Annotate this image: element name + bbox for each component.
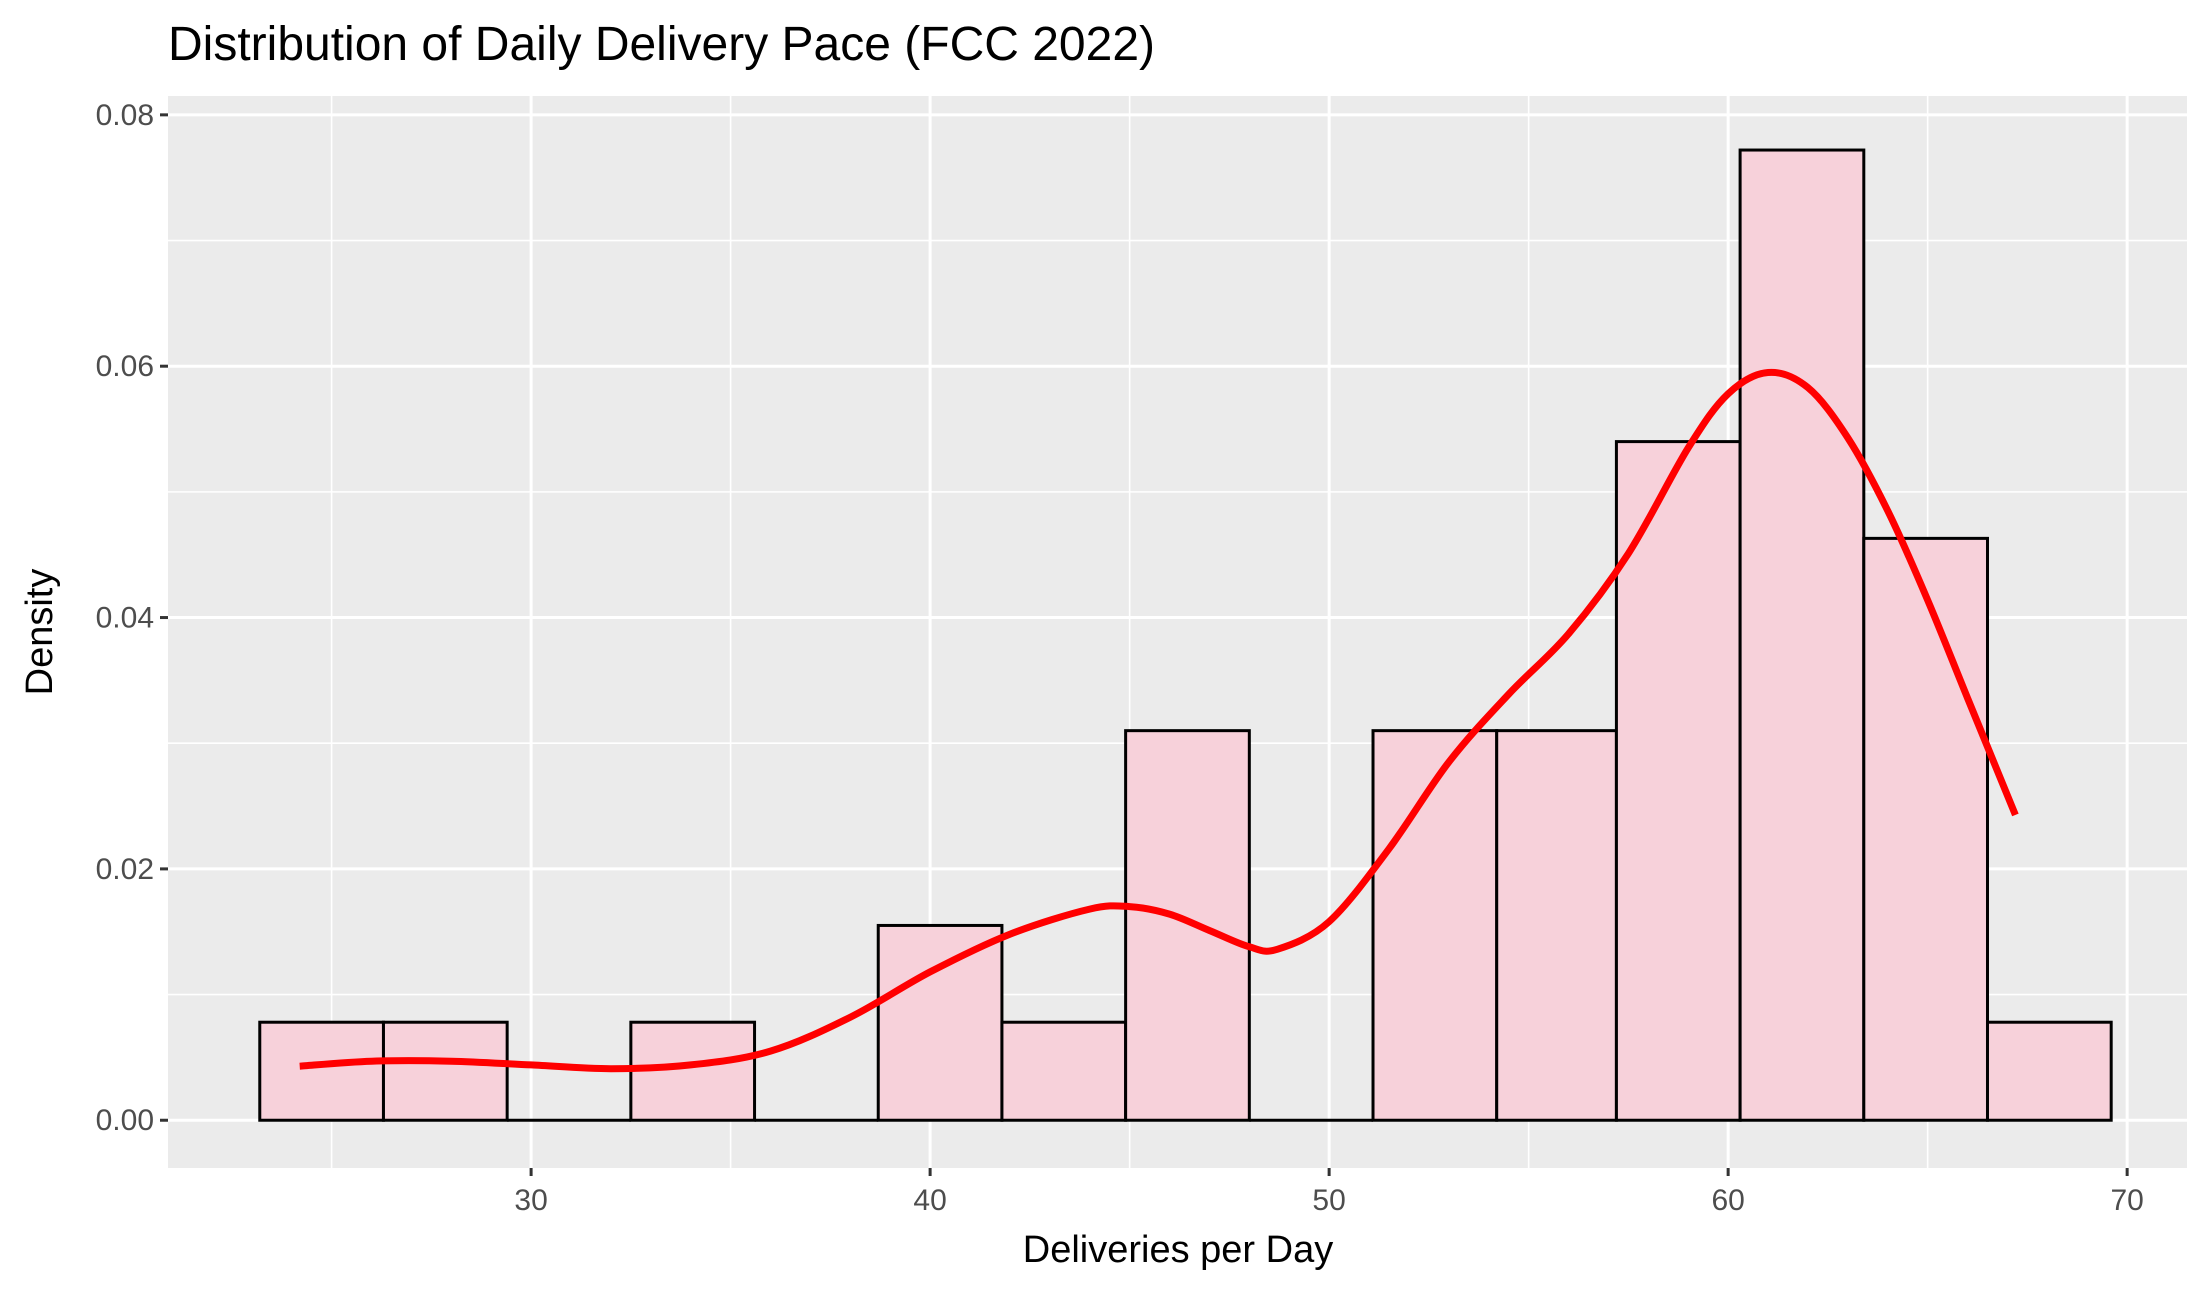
histogram-bar xyxy=(381,1020,509,1122)
histogram-bar xyxy=(876,923,1004,1122)
x-tick-label: 50 xyxy=(1312,1184,1345,1217)
x-tick-label: 60 xyxy=(1711,1184,1744,1217)
y-tick-label: 0.06 xyxy=(96,350,154,383)
histogram-bar xyxy=(1985,1020,2113,1122)
y-tick-label: 0.04 xyxy=(96,602,154,635)
histogram-bars xyxy=(258,148,2113,1122)
histogram-bar xyxy=(1738,148,1866,1122)
histogram-bar xyxy=(1495,729,1618,1122)
y-axis: 0.00 0.02 0.04 0.06 0.08 xyxy=(96,99,168,1137)
histogram-bar xyxy=(1862,536,1989,1122)
density-curve xyxy=(299,368,2019,1073)
histogram-bar xyxy=(1000,1020,1128,1122)
y-axis-title: Density xyxy=(19,569,61,696)
x-tick-label: 40 xyxy=(913,1184,946,1217)
y-tick-label: 0.00 xyxy=(96,1104,154,1137)
histogram-bar xyxy=(1614,440,1742,1122)
histogram-bar xyxy=(1124,729,1251,1122)
histogram-bar xyxy=(1371,729,1499,1122)
x-tick-label: 30 xyxy=(514,1184,547,1217)
x-axis-title: Deliveries per Day xyxy=(1023,1229,1333,1271)
histogram-bar xyxy=(258,1020,385,1122)
x-axis: 30 40 50 60 70 xyxy=(514,1168,2144,1217)
y-tick-label: 0.08 xyxy=(96,99,154,132)
x-tick-label: 70 xyxy=(2110,1184,2143,1217)
y-tick-label: 0.02 xyxy=(96,853,154,886)
chart-title: Distribution of Daily Delivery Pace (FCC… xyxy=(168,18,1155,71)
